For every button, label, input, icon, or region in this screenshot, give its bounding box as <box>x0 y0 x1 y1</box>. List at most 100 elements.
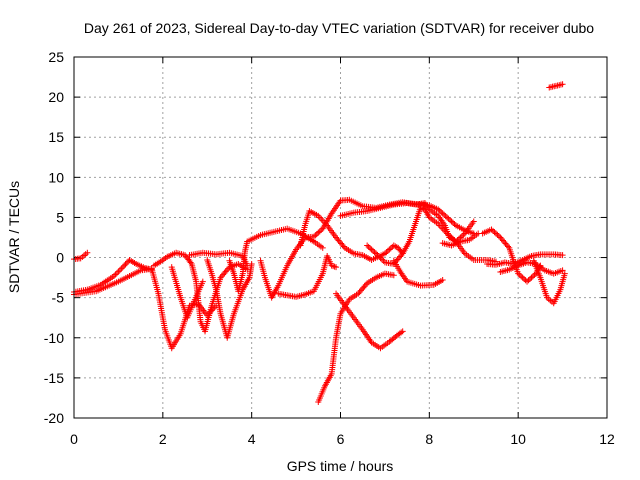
x-tick-label: 0 <box>70 431 78 447</box>
data-point <box>521 275 528 282</box>
data-point <box>525 277 532 284</box>
data-point <box>116 267 123 274</box>
data-point <box>355 290 362 297</box>
data-point <box>454 237 461 244</box>
data-point <box>448 234 455 241</box>
data-point <box>502 240 509 247</box>
data-point <box>491 229 498 236</box>
data-point <box>561 270 568 277</box>
data-point <box>362 281 369 288</box>
data-point <box>378 256 385 263</box>
y-tick-label: 25 <box>48 49 64 65</box>
data-point <box>119 264 126 271</box>
x-axis-label: GPS time / hours <box>287 458 394 474</box>
y-tick-label: -15 <box>44 370 64 386</box>
data-point <box>395 255 402 262</box>
data-point <box>445 231 452 238</box>
y-tick-label: -5 <box>52 290 65 306</box>
data-point <box>339 241 346 248</box>
data-point <box>361 283 368 290</box>
data-point <box>330 263 337 270</box>
tick-labels: 0 2 4 6 8 10 12 -20 -15 -10 -5 0 5 10 15 20 25 <box>44 49 615 447</box>
data-point <box>387 245 394 252</box>
data-point <box>315 229 322 236</box>
data-point <box>335 237 342 244</box>
data-point <box>499 237 506 244</box>
data-point <box>516 271 523 278</box>
data-point <box>393 257 400 264</box>
data-point <box>113 270 120 277</box>
data-point <box>397 253 404 260</box>
data-point <box>390 272 397 279</box>
data-point <box>394 256 401 263</box>
data-point <box>399 328 406 335</box>
data-point <box>248 260 255 267</box>
data-point <box>218 273 225 280</box>
data-point <box>505 243 512 250</box>
data-point <box>225 265 232 272</box>
data-point <box>503 241 510 248</box>
x-tick-label: 6 <box>337 431 345 447</box>
data-point <box>217 274 224 281</box>
data-point <box>439 210 446 217</box>
data-point <box>519 274 526 281</box>
data-point <box>377 254 384 261</box>
data-point <box>110 273 117 280</box>
data-point <box>222 268 229 275</box>
data-point <box>527 275 534 282</box>
data-point <box>392 259 399 266</box>
data-point <box>357 287 364 294</box>
data-point <box>436 207 443 214</box>
data-point <box>220 271 227 278</box>
chart-title: Day 261 of 2023, Sidereal Day-to-day VTE… <box>84 20 594 36</box>
data-point <box>417 204 424 211</box>
data-point <box>458 233 465 240</box>
y-tick-label: 15 <box>48 129 64 145</box>
data-point <box>444 230 451 237</box>
data-point <box>452 238 459 245</box>
data-point <box>492 230 499 237</box>
data-point <box>333 264 340 271</box>
data-point <box>187 259 194 266</box>
data-point <box>370 247 377 254</box>
plot-frame <box>73 56 608 419</box>
data-point <box>371 249 378 256</box>
y-tick-label: 10 <box>48 169 64 185</box>
data-point <box>435 206 442 213</box>
data-point <box>221 270 228 277</box>
data-points <box>71 81 568 405</box>
y-tick-label: 5 <box>56 209 64 225</box>
data-point <box>488 226 495 233</box>
data-point <box>451 221 458 228</box>
data-point <box>331 263 338 270</box>
data-point <box>559 267 566 274</box>
data-point <box>310 233 317 240</box>
data-point <box>439 277 446 284</box>
data-point <box>223 267 230 274</box>
data-point <box>365 243 372 250</box>
data-point <box>438 209 445 216</box>
data-point <box>501 238 508 245</box>
data-point <box>450 235 457 242</box>
data-point <box>515 270 522 277</box>
data-point <box>318 227 325 234</box>
data-point <box>380 257 387 264</box>
y-tick-label: 0 <box>56 250 64 266</box>
data-point <box>123 259 130 266</box>
data-point <box>112 271 119 278</box>
x-tick-label: 4 <box>248 431 256 447</box>
y-tick-label: -10 <box>44 330 64 346</box>
data-point <box>524 278 531 285</box>
data-point <box>559 252 566 259</box>
y-tick-label: 20 <box>48 89 64 105</box>
data-point <box>497 234 504 241</box>
data-point <box>444 214 451 221</box>
x-tick-label: 12 <box>599 431 615 447</box>
data-point <box>455 235 462 242</box>
data-point <box>115 268 122 275</box>
data-point <box>367 245 374 252</box>
data-point <box>384 247 391 254</box>
data-point <box>333 234 340 241</box>
